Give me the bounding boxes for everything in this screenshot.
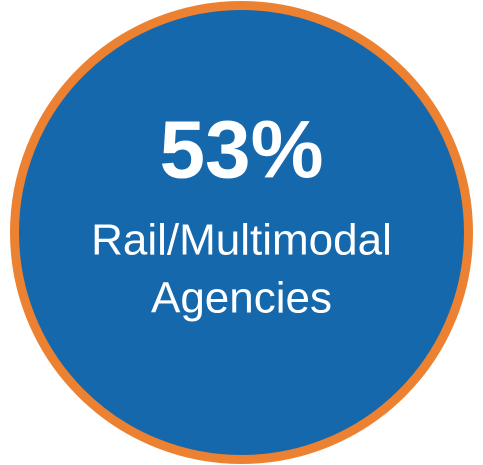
label-line: Agencies bbox=[151, 274, 332, 323]
badge-circle bbox=[10, 1, 473, 464]
stat: 53% bbox=[159, 105, 323, 196]
label-line: Rail/Multimodal bbox=[91, 216, 392, 265]
